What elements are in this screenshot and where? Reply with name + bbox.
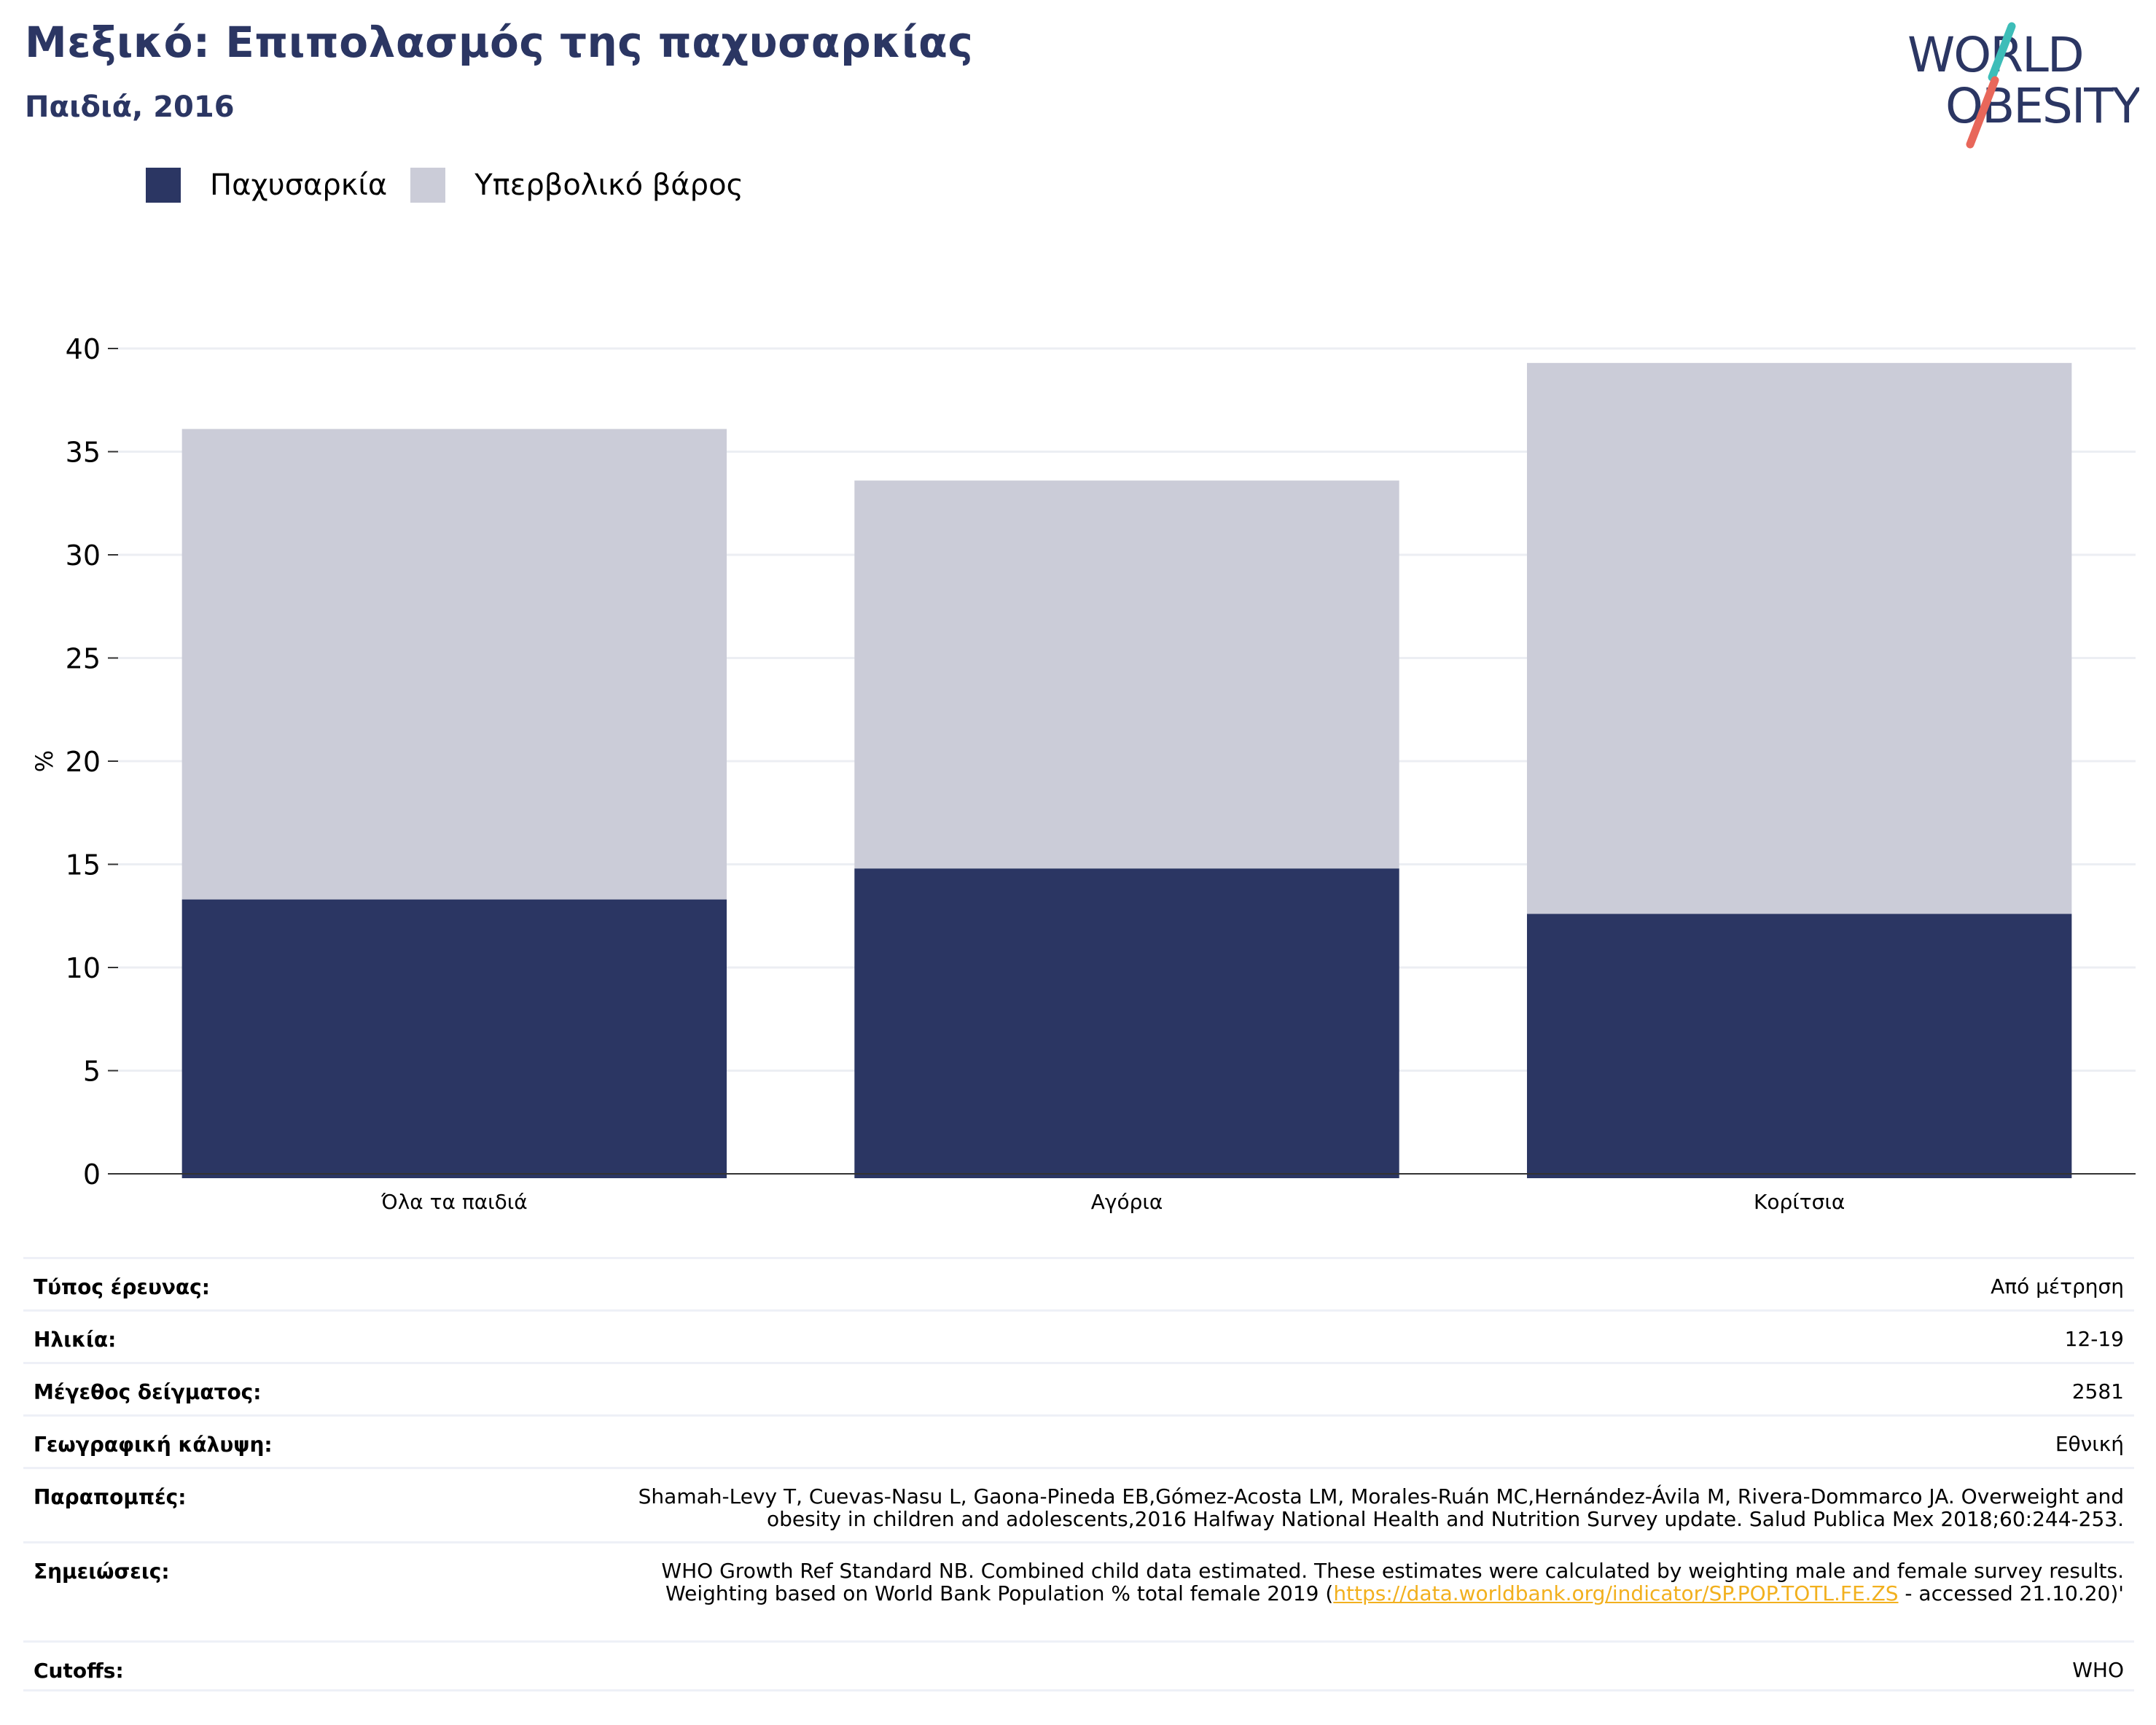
world-obesity-logo: WORLD OBESITY xyxy=(1907,22,2139,149)
metadata-value: Shamah-Levy T, Cuevas-Nasu L, Gaona-Pine… xyxy=(638,1484,2124,1531)
legend-swatch-obesity xyxy=(146,168,181,203)
metadata-row-cutoffs: Cutoffs: WHO xyxy=(23,1640,2134,1691)
x-tick-label: Κορίτσια xyxy=(1754,1190,1845,1214)
y-tick-label: 10 xyxy=(66,952,101,984)
metadata-label: Σημειώσεις: xyxy=(34,1559,170,1584)
y-tick-label: 5 xyxy=(83,1056,101,1088)
legend-label-overweight: Υπερβολικό βάρος xyxy=(474,168,744,202)
y-axis-label: % xyxy=(31,750,58,772)
bar-obesity xyxy=(181,899,727,1178)
y-tick-label: 25 xyxy=(66,643,101,675)
metadata-row-sample-size: Μέγεθος δείγματος: 2581 xyxy=(23,1362,2134,1414)
metadata-label: Μέγεθος δείγματος: xyxy=(34,1380,262,1404)
y-tick-label: 20 xyxy=(66,746,101,778)
chart-subtitle: Παιδιά, 2016 xyxy=(25,90,235,124)
metadata-row-references: Παραπομπές: Shamah-Levy T, Cuevas-Nasu L… xyxy=(23,1467,2134,1541)
metadata-label: Παραπομπές: xyxy=(34,1485,187,1509)
y-tick-label: 0 xyxy=(83,1159,101,1191)
metadata-label: Γεωγραφική κάλυψη: xyxy=(34,1433,273,1457)
y-tick-label: 35 xyxy=(66,437,101,469)
metadata-row-coverage: Γεωγραφική κάλυψη: Εθνική xyxy=(23,1414,2134,1467)
metadata-value: WHO Growth Ref Standard NB. Combined chi… xyxy=(593,1543,2124,1605)
bar-overweight xyxy=(1526,362,2072,914)
metadata-value: 2581 xyxy=(2071,1379,2124,1403)
metadata-label: Τύπος έρευνας: xyxy=(34,1275,210,1299)
logo-slash-teal xyxy=(1988,22,2016,82)
metadata-value: 12-19 xyxy=(2064,1327,2124,1351)
legend-item-overweight[interactable]: Υπερβολικό βάρος xyxy=(410,168,743,203)
notes-text: WHO Growth Ref Standard NB. Combined chi… xyxy=(661,1559,2124,1605)
metadata-row-age: Ηλικία: 12-19 xyxy=(23,1309,2134,1362)
chart-title: Μεξικό: Επιπολασμός της παχυσαρκίας xyxy=(25,17,974,67)
stacked-bar-chart: 0 5 10 15 20 25 30 35 40% Όλα τα παιδιά Αγόρια Κορί… xyxy=(31,333,2136,1214)
metadata-row-survey-type: Τύπος έρευνας: Από μέτρηση xyxy=(23,1257,2134,1309)
bar-obesity xyxy=(1526,914,2072,1178)
y-tick-label: 15 xyxy=(66,849,101,881)
metadata-value: WHO xyxy=(2072,1658,2124,1682)
metadata-label: Ηλικία: xyxy=(34,1328,117,1352)
legend-label-obesity: Παχυσαρκία xyxy=(210,168,388,202)
notes-text-end: - accessed 21.10.20)' xyxy=(1898,1581,2124,1605)
x-tick-label: Αγόρια xyxy=(1091,1190,1163,1214)
legend-item-obesity[interactable]: Παχυσαρκία xyxy=(146,168,387,203)
metadata-label: Cutoffs: xyxy=(34,1659,124,1683)
bar-overweight xyxy=(854,480,1399,869)
metadata-row-notes: Σημειώσεις: WHO Growth Ref Standard NB. … xyxy=(23,1541,2134,1640)
bar-overweight xyxy=(181,429,727,900)
x-tick-label: Όλα τα παιδιά xyxy=(380,1190,528,1214)
logo-slash-coral xyxy=(1966,76,1999,149)
y-tick-label: 40 xyxy=(66,333,101,365)
y-tick-label: 30 xyxy=(66,540,101,572)
chart-legend: Παχυσαρκία Υπερβολικό βάρος xyxy=(146,168,767,203)
notes-link[interactable]: https://data.worldbank.org/indicator/SP.… xyxy=(1333,1581,1899,1605)
bar-obesity xyxy=(854,868,1399,1178)
metadata-table: Τύπος έρευνας: Από μέτρηση Ηλικία: 12-19… xyxy=(23,1257,2134,1691)
metadata-value: Από μέτρηση xyxy=(1991,1274,2124,1298)
metadata-value: Εθνική xyxy=(2055,1432,2124,1456)
legend-swatch-overweight xyxy=(410,168,446,203)
